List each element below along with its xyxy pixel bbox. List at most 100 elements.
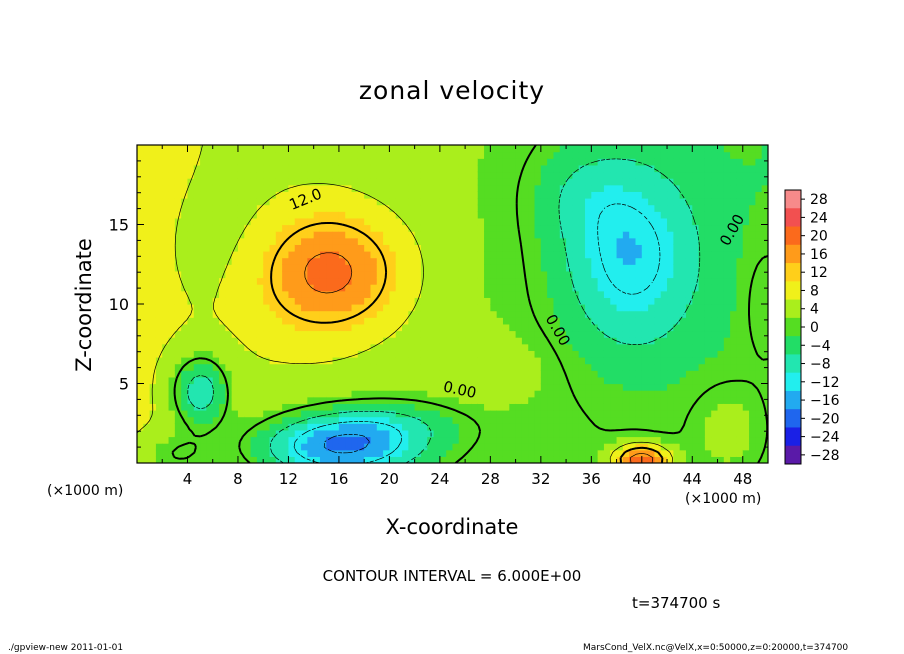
field-cell <box>181 171 189 179</box>
field-cell <box>294 224 302 232</box>
field-cell <box>458 429 466 438</box>
field-cell <box>597 191 605 199</box>
field-cell <box>515 383 523 391</box>
field-cell <box>162 231 170 239</box>
field-cell <box>414 158 422 166</box>
field-cell <box>402 251 409 259</box>
field-cell <box>301 184 308 192</box>
field-cell <box>711 370 719 378</box>
field-cell <box>484 343 491 351</box>
field-cell <box>711 337 719 345</box>
field-cell <box>685 357 693 365</box>
field-cell <box>193 330 201 338</box>
field-cell <box>755 270 763 279</box>
field-cell <box>717 429 725 438</box>
field-cell <box>446 343 454 351</box>
field-cell <box>402 158 409 166</box>
field-cell <box>332 443 340 451</box>
field-cell <box>547 350 555 358</box>
field-cell <box>502 317 510 325</box>
field-cell <box>225 383 233 391</box>
field-cell <box>250 390 258 398</box>
field-cell <box>496 390 504 398</box>
field-cell <box>408 383 416 391</box>
field-cell <box>187 443 195 451</box>
field-cell <box>294 304 302 312</box>
field-cell <box>540 410 548 418</box>
field-cell <box>332 376 340 385</box>
field-cell <box>534 198 542 206</box>
field-cell <box>427 264 435 272</box>
field-cell <box>439 191 447 199</box>
field-cell <box>534 211 542 219</box>
field-cell <box>730 184 738 192</box>
field-cell <box>723 231 731 239</box>
field-cell <box>408 317 416 325</box>
field-cell <box>345 237 353 245</box>
field-cell <box>345 443 353 451</box>
field-cell <box>458 357 466 365</box>
field-cell <box>521 184 529 192</box>
field-cell <box>313 191 321 199</box>
field-cell <box>345 158 353 166</box>
field-cell <box>629 416 637 424</box>
field-cell <box>597 164 605 173</box>
field-cell <box>515 244 523 252</box>
field-cell <box>338 390 346 398</box>
field-cell <box>269 204 277 212</box>
field-cell <box>610 171 618 179</box>
field-cell <box>433 178 441 186</box>
field-cell <box>540 297 548 305</box>
field-cell <box>660 264 668 272</box>
field-cell <box>338 297 346 305</box>
field-cell <box>143 244 151 252</box>
field-cell <box>452 178 460 186</box>
field-cell <box>370 423 378 431</box>
field-cell <box>193 164 201 173</box>
field-cell <box>635 350 643 358</box>
field-cell <box>338 204 346 212</box>
field-cell <box>402 237 409 245</box>
field-cell <box>288 284 296 292</box>
field-cell <box>319 403 327 411</box>
field-cell <box>484 164 491 173</box>
field-cell <box>326 376 334 385</box>
field-cell <box>515 145 523 153</box>
field-cell <box>402 297 409 305</box>
field-cell <box>622 376 630 385</box>
field-cell <box>660 251 668 259</box>
field-cell <box>187 224 195 232</box>
field-cell <box>294 416 302 424</box>
field-cell <box>301 343 308 351</box>
field-cell <box>155 376 163 385</box>
field-cell <box>219 456 226 463</box>
field-cell <box>717 290 725 298</box>
field-cell <box>679 403 687 411</box>
field-cell <box>679 396 687 404</box>
field-cell <box>509 284 517 292</box>
field-cell <box>181 158 189 166</box>
field-cell <box>458 171 466 179</box>
field-cell <box>345 257 353 265</box>
field-cell <box>364 403 372 411</box>
field-cell <box>622 363 630 371</box>
field-cell <box>193 211 201 219</box>
field-cell <box>319 244 327 252</box>
field-cell <box>420 171 428 179</box>
field-cell <box>648 178 656 186</box>
field-cell <box>155 436 163 444</box>
field-cell <box>162 370 170 378</box>
field-cell <box>181 370 189 378</box>
field-cell <box>414 350 422 358</box>
field-cell <box>622 330 630 338</box>
field-cell <box>439 277 447 285</box>
field-cell <box>654 383 662 391</box>
field-cell <box>667 284 674 292</box>
field-cell <box>717 317 725 325</box>
field-cell <box>181 164 189 173</box>
field-cell <box>509 158 517 166</box>
field-cell <box>193 410 201 418</box>
field-cell <box>477 383 485 391</box>
field-cell <box>225 244 233 252</box>
field-cell <box>174 297 182 305</box>
